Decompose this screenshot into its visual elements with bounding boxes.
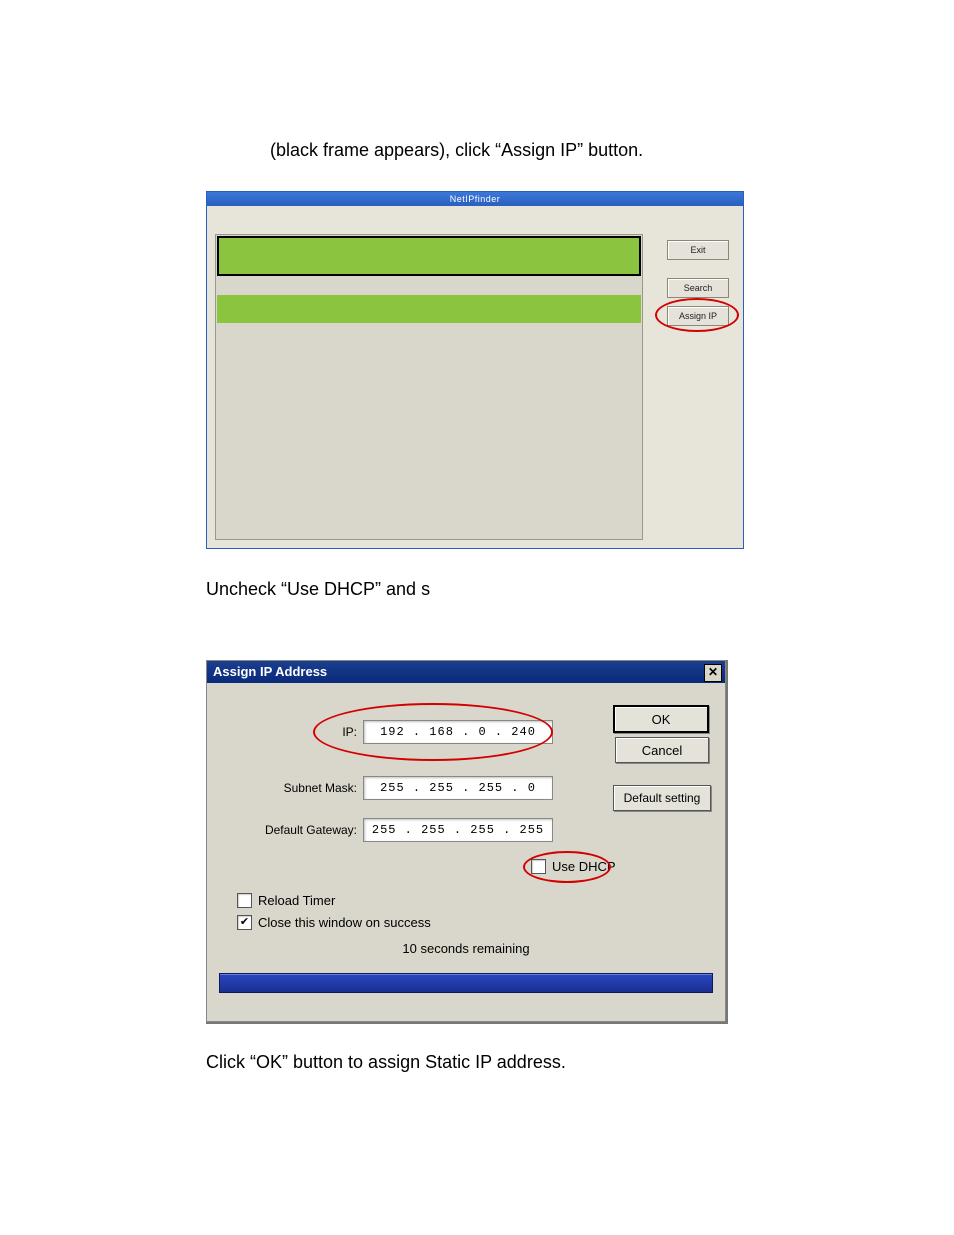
use-dhcp-checkbox[interactable]: [531, 859, 546, 874]
assign-ip-button[interactable]: Assign IP: [667, 306, 729, 326]
mask-label: Subnet Mask:: [227, 781, 363, 795]
reload-timer-row[interactable]: Reload Timer: [237, 893, 335, 908]
close-on-success-label: Close this window on success: [258, 915, 431, 930]
gateway-label: Default Gateway:: [227, 823, 363, 837]
exit-button[interactable]: Exit: [667, 240, 729, 260]
close-icon[interactable]: ✕: [704, 664, 722, 682]
mask-row: Subnet Mask: 255 . 255 . 255 . 0: [227, 777, 553, 799]
ok-button[interactable]: OK: [613, 705, 709, 733]
instruction-3: Click “OK” button to assign Static IP ad…: [206, 1052, 748, 1073]
progress-bar: [219, 973, 713, 993]
instruction-1: (black frame appears), click “Assign IP”…: [270, 140, 748, 161]
gateway-input[interactable]: 255 . 255 . 255 . 255: [363, 818, 553, 842]
instruction-2: Uncheck “Use DHCP” and s: [206, 579, 748, 600]
device-row[interactable]: [217, 295, 641, 323]
assign-ip-window: Assign IP Address ✕ IP: 192 . 168 . 0 . …: [206, 660, 728, 1024]
netipfinder-body: Exit Search Assign IP: [207, 206, 743, 548]
ip-row: IP: 192 . 168 . 0 . 240: [227, 721, 553, 743]
mask-input[interactable]: 255 . 255 . 255 . 0: [363, 776, 553, 800]
countdown-text: 10 seconds remaining: [207, 941, 725, 956]
assign-ip-title-text: Assign IP Address: [213, 664, 327, 679]
netipfinder-window: NetIPfinder Exit Search Assign IP: [206, 191, 744, 549]
netipfinder-title: NetIPfinder: [207, 192, 743, 206]
gateway-row: Default Gateway: 255 . 255 . 255 . 255: [227, 819, 553, 841]
use-dhcp-row[interactable]: Use DHCP: [531, 859, 616, 874]
close-on-success-checkbox[interactable]: ✔: [237, 915, 252, 930]
device-list[interactable]: [215, 234, 643, 540]
close-on-success-row[interactable]: ✔ Close this window on success: [237, 915, 431, 930]
reload-timer-checkbox[interactable]: [237, 893, 252, 908]
default-setting-button[interactable]: Default setting: [613, 785, 711, 811]
use-dhcp-label: Use DHCP: [552, 859, 616, 874]
device-row-selected[interactable]: [217, 236, 641, 276]
cancel-button[interactable]: Cancel: [615, 737, 709, 763]
assign-ip-title: Assign IP Address ✕: [207, 661, 725, 683]
ip-label: IP:: [227, 725, 363, 739]
reload-timer-label: Reload Timer: [258, 893, 335, 908]
search-button[interactable]: Search: [667, 278, 729, 298]
ip-input[interactable]: 192 . 168 . 0 . 240: [363, 720, 553, 744]
